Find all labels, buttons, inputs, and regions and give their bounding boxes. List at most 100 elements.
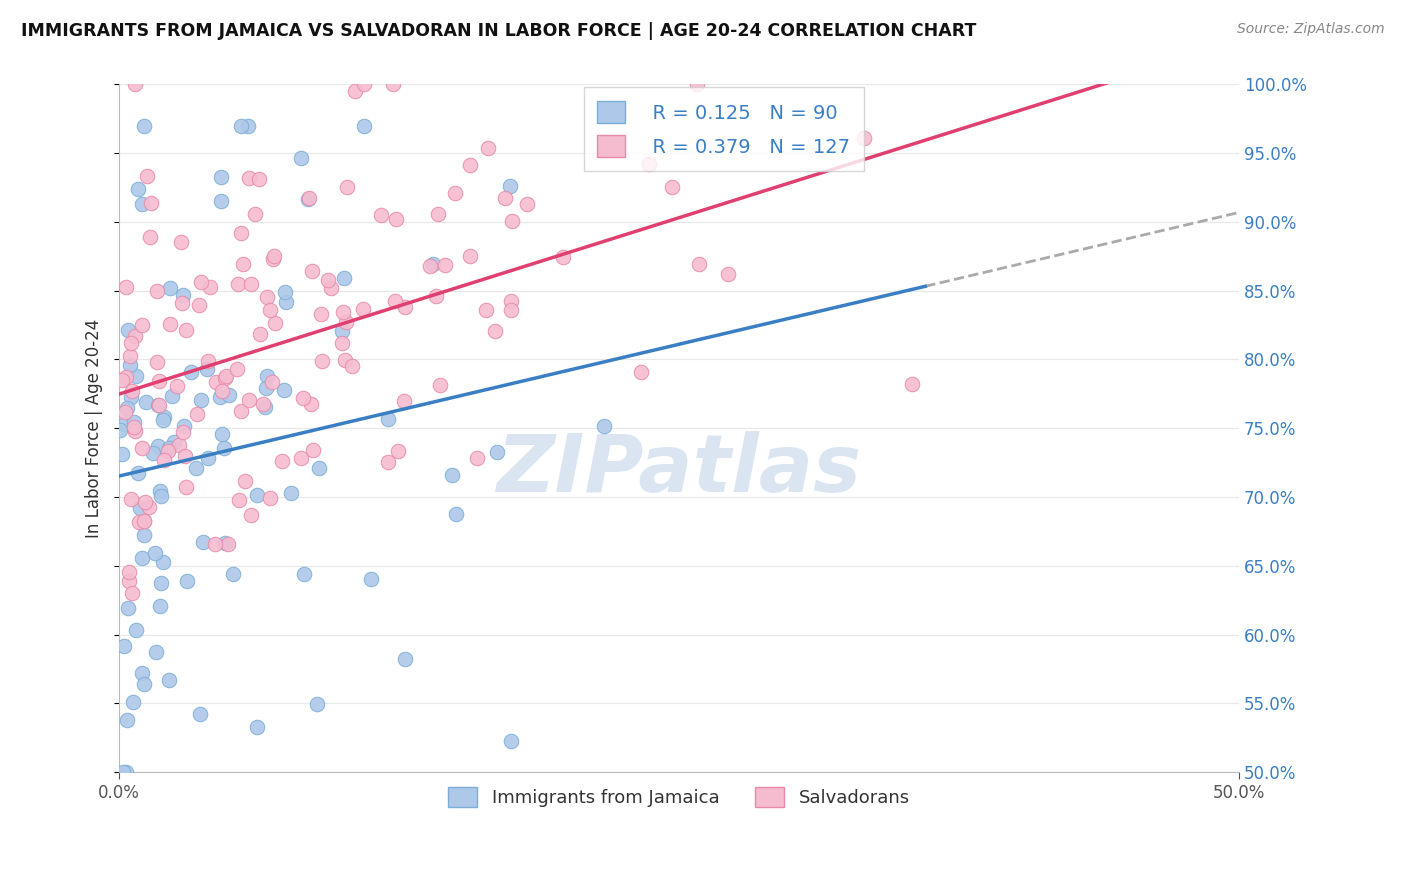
Point	[299, 397, 322, 411]
Point	[142, 446, 165, 460]
Point	[392, 394, 415, 409]
Point	[686, 78, 709, 92]
Point	[211, 169, 233, 184]
Point	[246, 488, 269, 502]
Point	[387, 443, 409, 458]
Point	[187, 298, 209, 312]
Point	[132, 119, 155, 133]
Point	[127, 467, 149, 481]
Point	[228, 493, 250, 508]
Point	[129, 501, 152, 516]
Point	[477, 141, 499, 155]
Point	[429, 377, 451, 392]
Point	[344, 84, 367, 98]
Point	[425, 288, 447, 302]
Point	[118, 358, 141, 372]
Point	[174, 323, 197, 337]
Point	[211, 426, 233, 441]
Point	[115, 370, 138, 384]
Point	[146, 439, 169, 453]
Text: IMMIGRANTS FROM JAMAICA VS SALVADORAN IN LABOR FORCE | AGE 20-24 CORRELATION CHA: IMMIGRANTS FROM JAMAICA VS SALVADORAN IN…	[21, 22, 976, 40]
Point	[301, 264, 323, 278]
Point	[149, 575, 172, 590]
Point	[218, 388, 240, 402]
Point	[180, 365, 202, 379]
Point	[274, 285, 297, 299]
Point	[118, 565, 141, 579]
Point	[384, 293, 406, 308]
Point	[120, 491, 142, 506]
Point	[156, 443, 179, 458]
Point	[125, 624, 148, 638]
Point	[145, 355, 167, 369]
Point	[122, 415, 145, 429]
Point	[458, 248, 481, 262]
Point	[209, 194, 232, 208]
Point	[172, 288, 194, 302]
Point	[141, 195, 163, 210]
Point	[240, 508, 263, 523]
Point	[309, 307, 332, 321]
Point	[134, 514, 156, 528]
Point	[353, 119, 375, 133]
Point	[238, 170, 260, 185]
Point	[176, 574, 198, 589]
Point	[131, 197, 153, 211]
Point	[222, 566, 245, 581]
Point	[112, 765, 135, 780]
Point	[122, 420, 145, 434]
Point	[148, 398, 170, 412]
Point	[352, 301, 374, 316]
Point	[215, 369, 238, 384]
Point	[717, 267, 740, 281]
Point	[353, 78, 375, 92]
Point	[280, 485, 302, 500]
Point	[246, 720, 269, 734]
Point	[332, 305, 354, 319]
Point	[149, 483, 172, 498]
Point	[205, 376, 228, 390]
Point	[120, 350, 142, 364]
Text: Source: ZipAtlas.com: Source: ZipAtlas.com	[1237, 22, 1385, 37]
Point	[458, 158, 481, 172]
Point	[214, 371, 236, 385]
Point	[195, 361, 218, 376]
Point	[247, 172, 270, 186]
Point	[427, 207, 450, 221]
Point	[419, 260, 441, 274]
Point	[115, 401, 138, 415]
Point	[254, 401, 277, 415]
Point	[134, 514, 156, 528]
Point	[170, 235, 193, 249]
Point	[637, 157, 659, 171]
Point	[131, 318, 153, 332]
Point	[149, 599, 172, 613]
Point	[273, 383, 295, 397]
Point	[212, 441, 235, 455]
Point	[335, 179, 357, 194]
Point	[501, 734, 523, 748]
Point	[191, 535, 214, 549]
Point	[120, 390, 142, 404]
Point	[377, 455, 399, 469]
Point	[229, 404, 252, 418]
Point	[190, 393, 212, 408]
Point	[197, 353, 219, 368]
Point	[385, 211, 408, 226]
Point	[110, 447, 132, 461]
Point	[370, 208, 392, 222]
Point	[143, 546, 166, 560]
Point	[553, 250, 575, 264]
Point	[501, 293, 523, 308]
Point	[167, 438, 190, 452]
Point	[134, 528, 156, 542]
Point	[499, 303, 522, 318]
Point	[204, 536, 226, 550]
Point	[444, 186, 467, 200]
Point	[360, 572, 382, 586]
Point	[146, 284, 169, 298]
Point	[121, 586, 143, 600]
Point	[128, 515, 150, 529]
Point	[214, 535, 236, 549]
Point	[377, 412, 399, 426]
